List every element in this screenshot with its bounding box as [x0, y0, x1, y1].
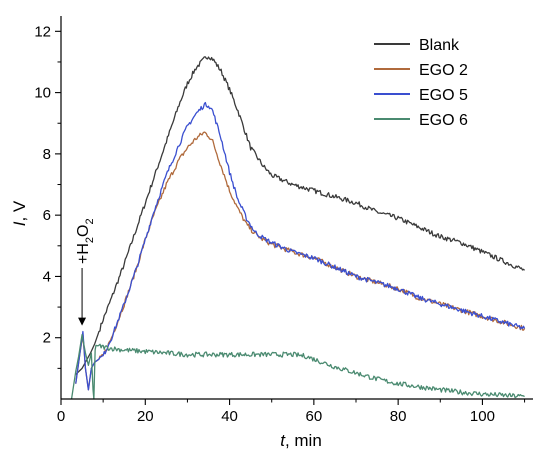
series-line-1 [75, 56, 526, 375]
x-tick-label: 100 [470, 408, 495, 425]
axis-titles: t, min I, V [10, 200, 322, 450]
ticks: 0 20 40 60 80 100 2 4 6 8 10 12 [34, 23, 526, 425]
y-tick-label: 12 [34, 23, 51, 40]
x-tick-label: 60 [306, 408, 323, 425]
arrow-head [78, 317, 87, 326]
h2o2-annotation: +H2O2 [75, 218, 96, 326]
y-tick-label: 4 [43, 268, 51, 285]
y-tick-label: 10 [34, 85, 51, 102]
h2o2-label: +H2O2 [75, 218, 96, 264]
x-tick-label: 0 [57, 408, 65, 425]
plot-lines [70, 56, 526, 400]
legend-label-2: EGO 2 [419, 62, 468, 79]
x-axis-title: t, min [280, 431, 322, 450]
legend: Blank EGO 2 EGO 5 EGO 6 [374, 37, 468, 129]
series-line-3 [75, 101, 526, 391]
x-tick-label: 20 [137, 408, 154, 425]
y-axis-title: I, V [10, 200, 29, 226]
series-line-4 [70, 334, 525, 400]
x-tick-label: 40 [221, 408, 238, 425]
legend-label-3: EGO 5 [419, 87, 468, 104]
x-tick-label: 80 [390, 408, 407, 425]
axes [60, 16, 533, 400]
legend-label-1: Blank [419, 37, 460, 54]
y-tick-label: 8 [43, 146, 51, 163]
legend-label-4: EGO 6 [419, 112, 468, 129]
y-tick-label: 6 [43, 207, 51, 224]
y-tick-label: 2 [43, 330, 51, 347]
